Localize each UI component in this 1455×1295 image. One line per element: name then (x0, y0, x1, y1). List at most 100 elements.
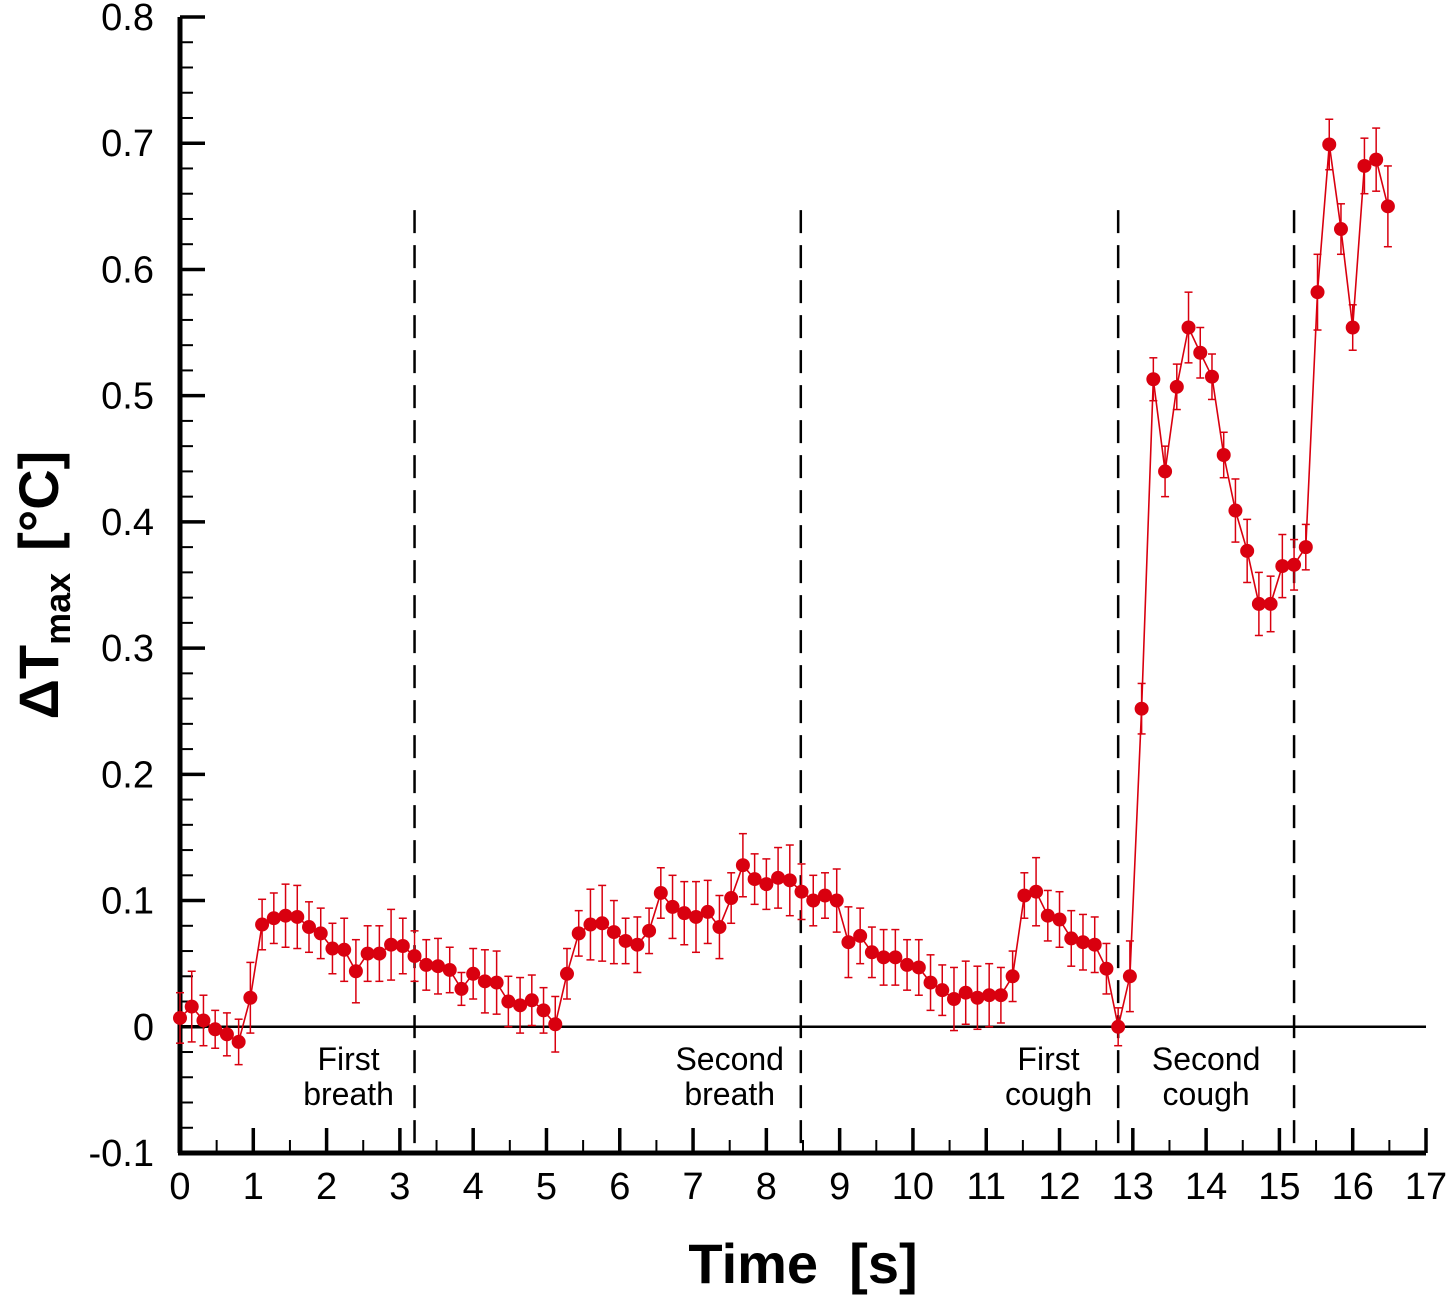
data-point (219, 1027, 234, 1042)
y-axis-title-unit: [°C] (7, 451, 70, 551)
data-point (266, 911, 281, 926)
data-point (571, 926, 586, 941)
x-tick-label: 11 (967, 1166, 1006, 1208)
x-tick-label: 14 (1185, 1166, 1227, 1208)
data-point (935, 983, 950, 998)
region-dividers: FirstbreathSecondbreathFirstcoughSecondc… (303, 210, 1296, 1153)
region-label: Second (675, 1041, 784, 1077)
data-point (325, 941, 340, 956)
data-point (407, 949, 422, 964)
x-tick-label: 17 (1405, 1166, 1447, 1208)
data-point (1064, 931, 1079, 946)
data-point (735, 858, 750, 873)
data-point (255, 917, 270, 932)
data-point (454, 981, 469, 996)
x-tick-label: 3 (389, 1166, 410, 1208)
data-point (982, 988, 997, 1003)
data-point (1146, 372, 1161, 387)
data-point (1357, 158, 1372, 173)
region-label: breath (684, 1076, 775, 1112)
x-tick-label: 15 (1258, 1166, 1300, 1208)
data-point (712, 920, 727, 935)
data-point (806, 893, 821, 908)
y-tick-label: 0.6 (101, 249, 154, 291)
data-point (630, 937, 645, 952)
y-tick-label: 0.5 (101, 376, 154, 418)
data-point (243, 990, 258, 1005)
y-axis-title-subscript: max (37, 573, 78, 645)
data-point (360, 946, 375, 961)
data-point (313, 926, 328, 941)
data-point (1216, 447, 1231, 462)
data-point (853, 928, 868, 943)
data-point (489, 975, 504, 990)
data-point (548, 1017, 563, 1032)
data-point (911, 960, 926, 975)
data-point (700, 904, 715, 919)
data-point (1263, 596, 1278, 611)
x-tick-label: 2 (316, 1166, 337, 1208)
data-point (1287, 557, 1302, 572)
data-point (606, 925, 621, 940)
data-point (231, 1034, 246, 1049)
data-point (559, 966, 574, 981)
x-tick-label: 16 (1332, 1166, 1374, 1208)
data-point (993, 988, 1008, 1003)
data-point (513, 998, 528, 1013)
data-point (876, 950, 891, 965)
region-label: First (1017, 1041, 1079, 1077)
data-point (841, 935, 856, 950)
data-point (794, 884, 809, 899)
data-point (1122, 969, 1137, 984)
data-point (782, 873, 797, 888)
data-point (477, 974, 492, 989)
y-axis-title-delta-t: ΔT (7, 645, 70, 719)
data-point (301, 920, 316, 935)
data-point (372, 946, 387, 961)
data-point (1099, 961, 1114, 976)
data-point (1333, 222, 1348, 237)
x-tick-label: 9 (829, 1166, 850, 1208)
data-point (771, 870, 786, 885)
y-tick-label: 0.4 (101, 502, 154, 544)
data-point (1029, 884, 1044, 899)
data-point (1275, 559, 1290, 574)
region-label: First (317, 1041, 379, 1077)
axis-titles: Time [s] ΔTmax [°C] (7, 451, 918, 1295)
data-point (1134, 701, 1149, 716)
x-tick-label: 13 (1112, 1166, 1154, 1208)
data-point (653, 885, 668, 900)
x-tick-label: 10 (892, 1166, 934, 1208)
data-point (196, 1013, 211, 1028)
data-point (688, 909, 703, 924)
data-point (923, 975, 938, 990)
data-point (1075, 935, 1090, 950)
data-point (864, 945, 879, 960)
region-label: Second (1152, 1041, 1261, 1077)
data-point (466, 966, 481, 981)
data-point (1005, 969, 1020, 984)
data-point (1181, 320, 1196, 335)
data-point (501, 994, 516, 1009)
data-point (536, 1003, 551, 1018)
data-point (348, 964, 363, 979)
data-point (442, 962, 457, 977)
data-point (173, 1010, 187, 1025)
region-label: cough (1163, 1076, 1250, 1112)
x-tick-label: 12 (1038, 1166, 1080, 1208)
x-tick-label: 8 (756, 1166, 777, 1208)
data-point (208, 1022, 223, 1037)
x-tick-label: 6 (609, 1166, 630, 1208)
data-point (384, 937, 399, 952)
data-point (583, 917, 598, 932)
y-tick-label: 0.2 (101, 754, 154, 796)
data-point (1369, 152, 1384, 167)
data-point (278, 908, 293, 923)
data-point (1169, 379, 1184, 394)
tick-labels: 0 1 2 3 4 5 6 7 8 9 10 11 12 13 14 15 16 17-0.100.10.20.3… (89, 0, 1448, 1208)
data-point (747, 872, 762, 887)
y-tick-label: -0.1 (89, 1133, 154, 1175)
y-tick-label: 0.3 (101, 628, 154, 670)
data-point (1322, 137, 1337, 152)
tick-marks (178, 15, 1428, 1155)
